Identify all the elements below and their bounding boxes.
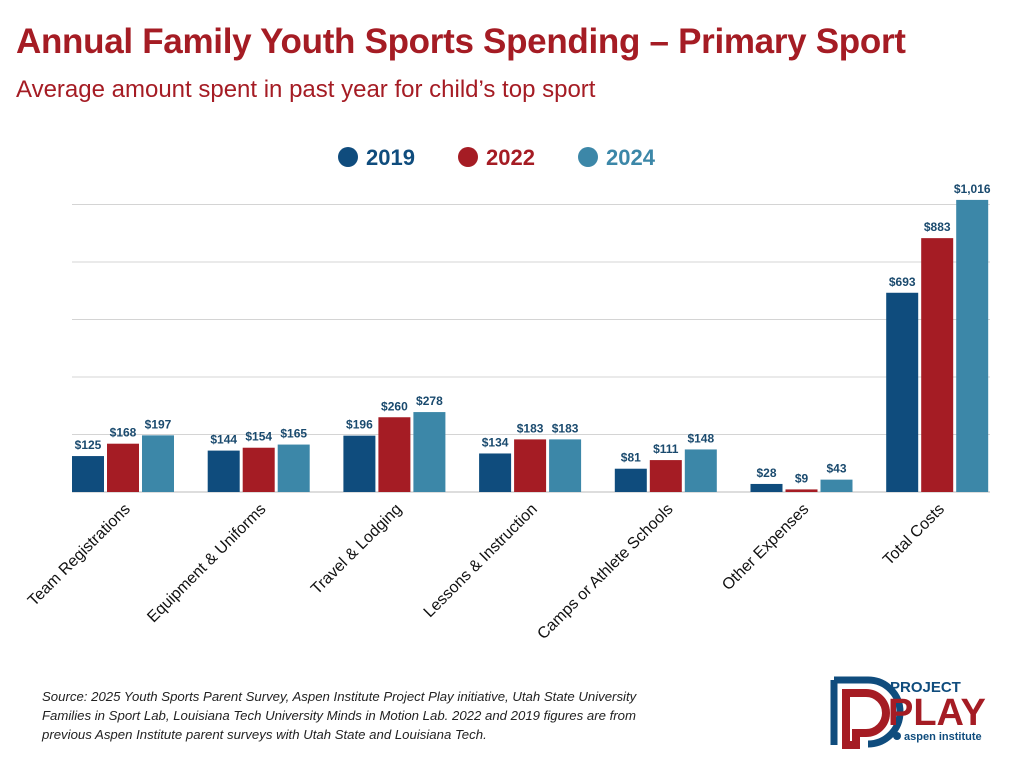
bar bbox=[72, 456, 104, 492]
legend-label: 2019 bbox=[366, 145, 415, 170]
bar bbox=[886, 292, 919, 492]
category-label: Equipment & Uniforms bbox=[144, 501, 269, 626]
data-label: $28 bbox=[756, 466, 776, 480]
bar bbox=[785, 489, 818, 492]
data-label: $260 bbox=[381, 399, 408, 413]
bar bbox=[479, 453, 512, 492]
category-label: Travel & Lodging bbox=[308, 501, 405, 598]
bar bbox=[413, 412, 446, 492]
bar bbox=[750, 483, 783, 492]
bar bbox=[549, 439, 582, 492]
legend-label: 2024 bbox=[606, 145, 656, 170]
bar bbox=[649, 460, 682, 492]
legend-marker bbox=[578, 147, 598, 167]
legend-marker bbox=[458, 147, 478, 167]
data-label: $125 bbox=[75, 438, 102, 452]
category-label: Other Expenses bbox=[719, 501, 812, 594]
bar bbox=[514, 439, 547, 492]
bar bbox=[956, 199, 989, 492]
data-label: $165 bbox=[280, 427, 307, 441]
data-label: $111 bbox=[653, 442, 679, 456]
source-note: Source: 2025 Youth Sports Parent Survey,… bbox=[42, 689, 637, 742]
bar bbox=[614, 468, 647, 492]
data-label: $148 bbox=[687, 431, 714, 445]
data-label: $183 bbox=[517, 421, 544, 435]
bar bbox=[142, 435, 174, 492]
data-label: $81 bbox=[621, 451, 641, 465]
bar bbox=[378, 417, 411, 492]
data-label: $134 bbox=[482, 435, 509, 449]
chart-subtitle: Average amount spent in past year for ch… bbox=[16, 76, 596, 103]
data-label: $43 bbox=[826, 462, 846, 476]
legend-label: 2022 bbox=[486, 145, 535, 170]
data-label: $278 bbox=[416, 394, 443, 408]
bar bbox=[343, 435, 376, 492]
category-label: Total Costs bbox=[880, 501, 948, 569]
data-label: $197 bbox=[145, 417, 172, 431]
bar bbox=[242, 447, 275, 492]
legend-marker bbox=[338, 147, 358, 167]
data-label: $168 bbox=[110, 426, 137, 440]
data-label: $1,016 bbox=[954, 182, 991, 196]
bar bbox=[277, 444, 310, 492]
bar bbox=[207, 450, 240, 492]
data-label: $144 bbox=[210, 433, 237, 447]
data-label: $9 bbox=[795, 471, 809, 485]
category-label: Camps or Athlete Schools bbox=[534, 501, 676, 643]
bar bbox=[820, 479, 853, 492]
category-label: Team Registrations bbox=[25, 501, 134, 610]
data-label: $883 bbox=[924, 220, 951, 234]
data-label: $183 bbox=[552, 421, 579, 435]
category-label: Lessons & Instruction bbox=[421, 501, 541, 621]
bar bbox=[107, 443, 139, 492]
data-label: $154 bbox=[245, 430, 272, 444]
bar bbox=[684, 449, 717, 492]
bar bbox=[921, 238, 954, 492]
chart-title: Annual Family Youth Sports Spending – Pr… bbox=[16, 22, 906, 61]
data-label: $196 bbox=[346, 418, 373, 432]
data-label: $693 bbox=[889, 275, 916, 289]
